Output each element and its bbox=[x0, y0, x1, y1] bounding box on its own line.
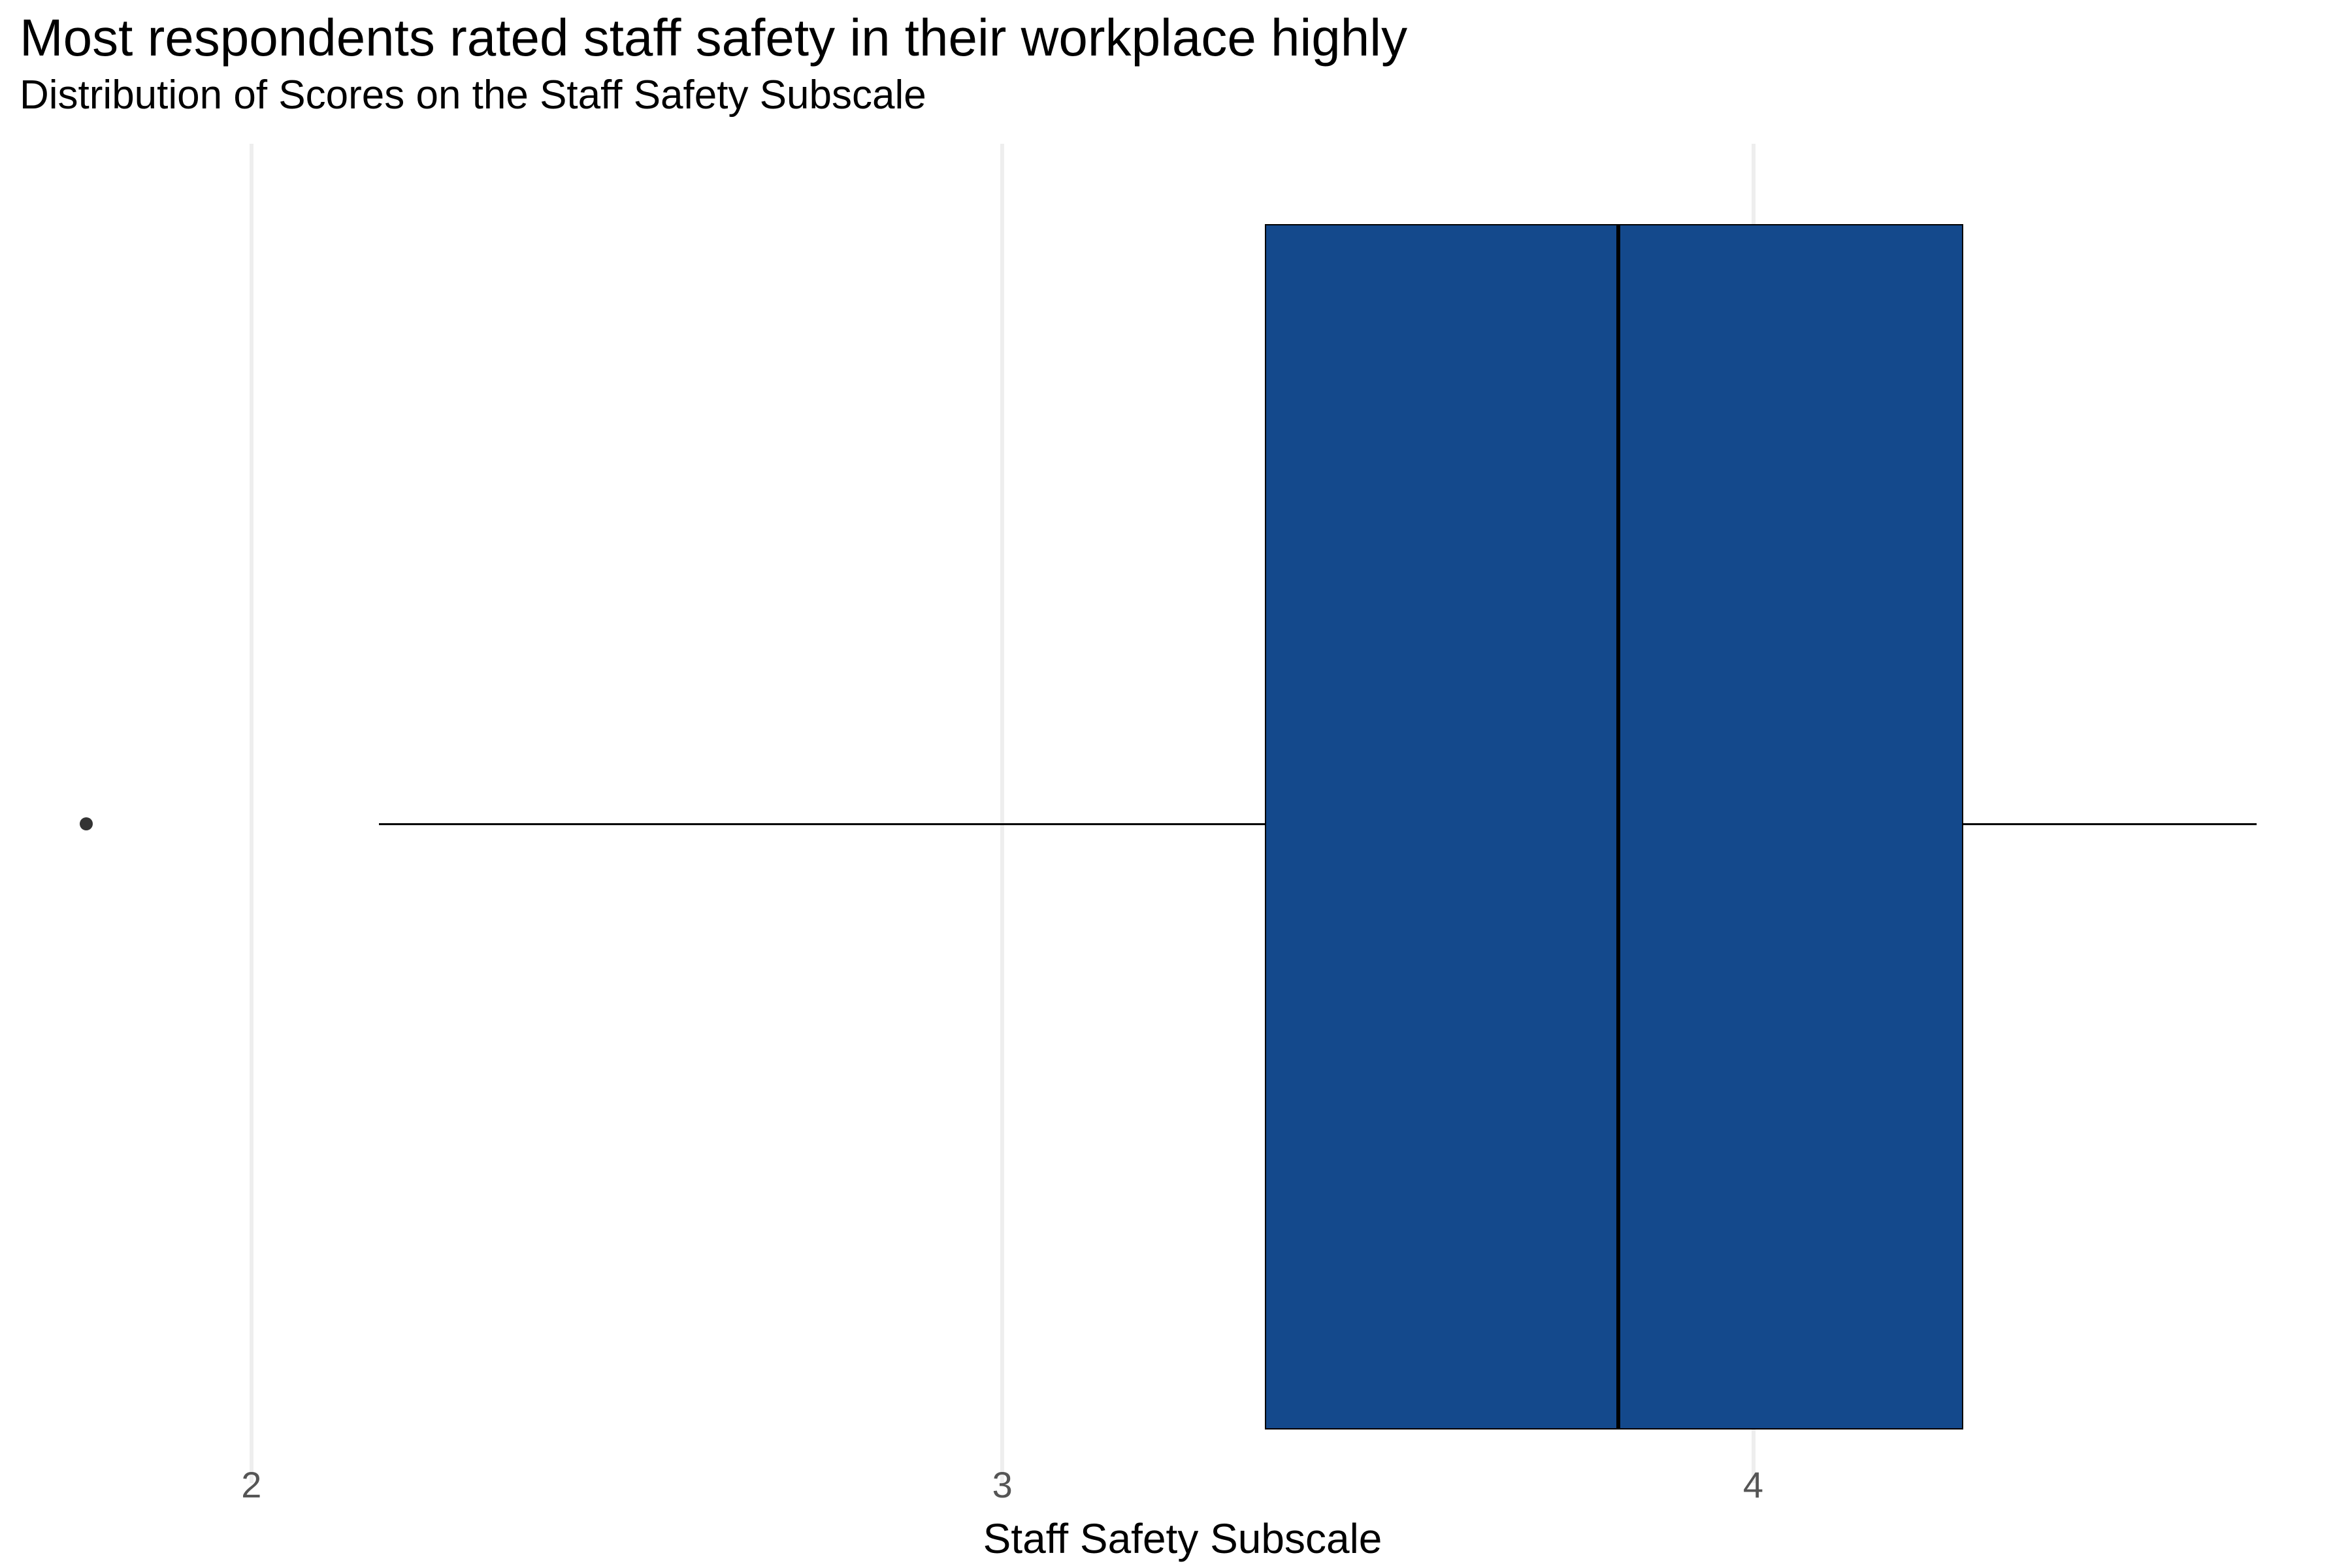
chart-subtitle: Distribution of Scores on the Staff Safe… bbox=[20, 72, 926, 118]
x-tick-label: 3 bbox=[937, 1463, 1068, 1506]
x-tick-label: 4 bbox=[1688, 1463, 1819, 1506]
box bbox=[1265, 224, 1963, 1429]
whisker-high bbox=[1963, 823, 2256, 825]
plot-area bbox=[26, 144, 2339, 1483]
whisker-low bbox=[379, 823, 1265, 825]
chart-title: Most respondents rated staff safety in t… bbox=[20, 8, 1407, 68]
x-tick-label: 2 bbox=[186, 1463, 317, 1506]
grid-line bbox=[1000, 144, 1004, 1483]
chart-container: Most respondents rated staff safety in t… bbox=[0, 0, 2352, 1568]
outlier-point bbox=[80, 817, 93, 830]
grid-line bbox=[250, 144, 253, 1483]
median-line bbox=[1616, 224, 1620, 1429]
x-axis-label: Staff Safety Subscale bbox=[26, 1514, 2339, 1563]
